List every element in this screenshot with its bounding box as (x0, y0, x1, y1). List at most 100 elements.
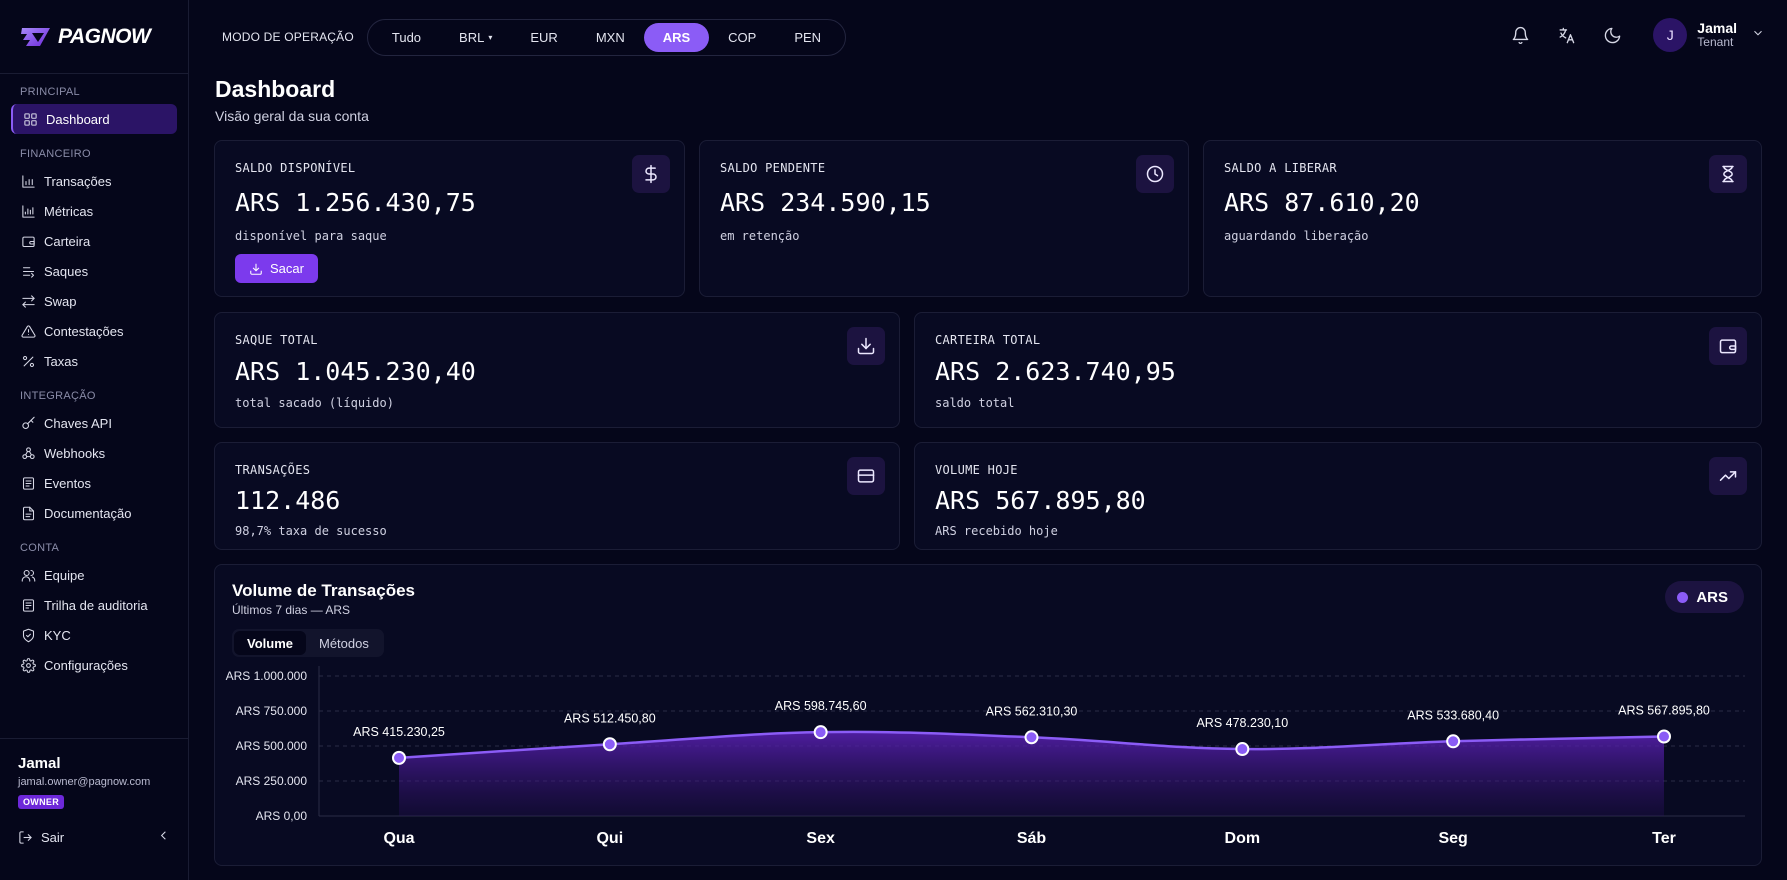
card-label: SALDO A LIBERAR (1224, 161, 1337, 175)
currency-label: BRL (459, 29, 485, 45)
card-value: ARS 567.895,80 (935, 486, 1146, 515)
metrics-icon (20, 203, 36, 219)
chart-legend[interactable]: ARS (1665, 581, 1744, 613)
sidebar-item-label: Swap (44, 293, 77, 309)
sidebar: PAGNOW PRINCIPAL Dashboard FINANCEIRO Trans… (0, 0, 189, 880)
data-point (392, 750, 406, 765)
nav-section-title: FINANCEIRO (20, 148, 91, 160)
currency-option-tudo[interactable]: Tudo (373, 23, 440, 52)
sidebar-item-saques[interactable]: Saques (11, 256, 177, 286)
sidebar-item-label: Contestações (44, 323, 124, 339)
y-tick-label: ARS 750.000 (236, 704, 308, 718)
sidebar-item-chaves-api[interactable]: Chaves API (11, 408, 177, 438)
card-icon (632, 155, 670, 193)
sidebar-item-equipe[interactable]: Equipe (11, 560, 177, 590)
sidebar-item-label: Webhooks (44, 445, 106, 461)
sidebar-item-carteira[interactable]: Carteira (11, 226, 177, 256)
currency-option-pen[interactable]: PEN (775, 23, 840, 52)
data-point (1446, 734, 1461, 749)
brand-logo[interactable]: PAGNOW (0, 0, 188, 74)
logout-button[interactable]: Sair (18, 828, 171, 846)
y-tick-label: ARS 250.000 (236, 774, 308, 788)
gear-icon (20, 657, 36, 673)
x-tick-label: Ter (1652, 830, 1676, 847)
sidebar-item-transacoes[interactable]: Transações (11, 166, 177, 196)
sidebar-item-label: Carteira (44, 233, 91, 249)
currency-label: COP (728, 29, 757, 45)
avatar[interactable]: J (1653, 18, 1688, 52)
y-tick-label: ARS 500.000 (236, 739, 308, 753)
sidebar-item-label: Eventos (44, 475, 91, 491)
sidebar-item-kyc[interactable]: KYC (11, 620, 177, 650)
currency-option-brl[interactable]: BRL ▾ (440, 23, 511, 52)
legend-label: ARS (1696, 588, 1728, 606)
events-icon (20, 475, 36, 491)
sidebar-item-label: Taxas (44, 353, 78, 369)
shield-icon (20, 627, 36, 643)
withdraw-button[interactable]: Sacar (235, 254, 318, 283)
sidebar-item-dashboard[interactable]: Dashboard (11, 104, 177, 134)
sidebar-item-label: Métricas (44, 203, 94, 219)
currency-label: PEN (794, 29, 822, 45)
sidebar-item-webhooks[interactable]: Webhooks (11, 438, 177, 468)
sidebar-item-trilha-de-auditoria[interactable]: Trilha de auditoria (11, 590, 177, 620)
currency-option-cop[interactable]: COP (709, 23, 775, 52)
nav-section-title: CONTA (20, 542, 60, 554)
dollar-icon (645, 164, 657, 184)
currency-label: EUR (530, 29, 558, 45)
wallet-icon (1719, 339, 1737, 354)
data-point (813, 725, 828, 740)
sidebar-user-email: jamal.owner@pagnow.com (18, 776, 151, 788)
user-menu[interactable]: Jamal Tenant (1697, 20, 1737, 50)
sidebar-item-swap[interactable]: Swap (11, 286, 177, 316)
sidebar-item-configuracoes[interactable]: Configurações (11, 650, 177, 680)
card-icon (847, 457, 885, 495)
page-title: Dashboard (215, 76, 336, 102)
sidebar-item-label: Trilha de auditoria (44, 597, 148, 613)
card-desc: em retenção (720, 229, 800, 243)
sidebar-item-documentacao[interactable]: Documentação (11, 498, 177, 528)
clock-icon (1146, 165, 1164, 183)
theme-toggle[interactable] (1601, 24, 1623, 46)
card-label: CARTEIRA TOTAL (935, 333, 1041, 347)
docs-icon (20, 505, 36, 521)
x-tick-label: Qui (596, 830, 623, 847)
sidebar-item-label: Configurações (44, 657, 128, 673)
tab-metodos[interactable]: Métodos (319, 635, 369, 651)
card-value: ARS 234.590,15 (720, 188, 931, 217)
card-icon (1709, 155, 1747, 193)
sidebar-user: Jamal jamal.owner@pagnow.com OWNER Sair (0, 738, 189, 880)
currency-label: ARS (662, 29, 691, 45)
collapse-sidebar-button[interactable] (156, 828, 171, 846)
user-menu-toggle[interactable] (1751, 26, 1765, 45)
withdraw-label: Sacar (270, 261, 304, 276)
sidebar-item-eventos[interactable]: Eventos (11, 468, 177, 498)
data-label: ARS 415.230,25 (353, 725, 445, 739)
currency-option-eur[interactable]: EUR (511, 23, 576, 52)
y-tick-label: ARS 1.000.000 (226, 669, 308, 683)
x-tick-label: Seg (1438, 830, 1467, 847)
currency-option-ars[interactable]: ARS (643, 22, 710, 52)
data-label: ARS 598.745,60 (775, 699, 867, 713)
sidebar-item-label: Dashboard (46, 111, 110, 127)
download-icon (250, 263, 262, 275)
sidebar-item-label: Documentação (44, 505, 132, 521)
swap-icon (20, 293, 36, 309)
notifications-button[interactable] (1509, 24, 1531, 46)
sidebar-item-contestacoes[interactable]: Contestações (11, 316, 177, 346)
card-label: VOLUME HOJE (935, 463, 1018, 477)
sidebar-item-taxas[interactable]: Taxas (11, 346, 177, 376)
language-button[interactable] (1555, 24, 1577, 46)
currency-option-mxn[interactable]: MXN (577, 23, 644, 52)
mode-label: MODO DE OPERAÇÃO (222, 30, 354, 44)
sidebar-item-label: KYC (44, 627, 71, 643)
team-icon (20, 567, 36, 583)
tab-volume[interactable]: Volume (234, 631, 306, 655)
bell-icon (1512, 26, 1529, 44)
card-label: TRANSAÇÕES (235, 463, 311, 477)
card-saldo-pendente: SALDO PENDENTE ARS 234.590,15 em retençã… (699, 140, 1189, 297)
data-label: ARS 478.230,10 (1196, 716, 1288, 730)
card-desc: ARS recebido hoje (935, 524, 1058, 538)
sidebar-item-metricas[interactable]: Métricas (11, 196, 177, 226)
card-value: ARS 2.623.740,95 (935, 357, 1176, 386)
